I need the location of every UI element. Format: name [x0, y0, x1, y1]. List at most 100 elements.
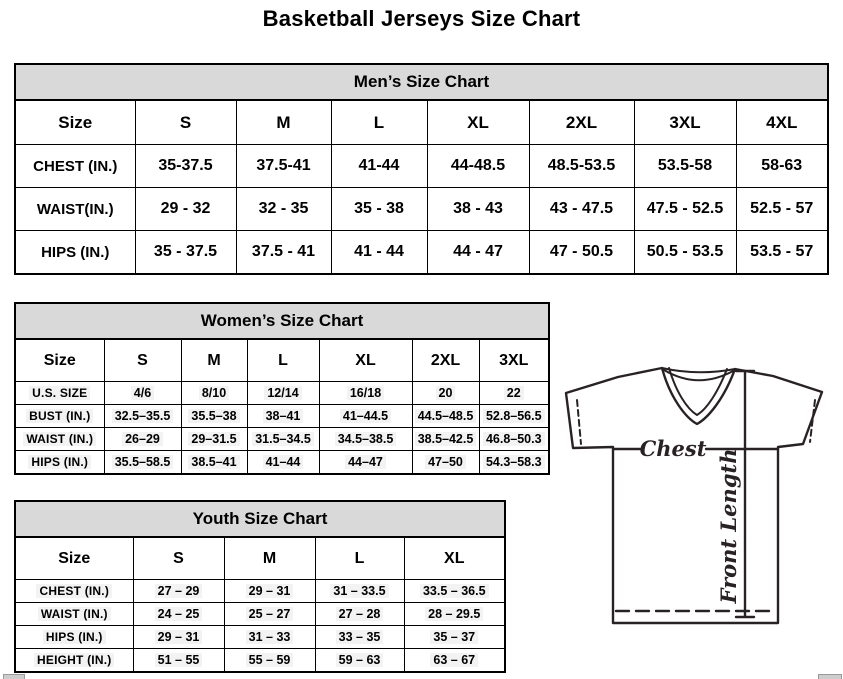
youth-value: 29 – 31: [154, 630, 203, 644]
womens-column-header-s: S: [103, 339, 182, 382]
womens-value-cell: 52.8–56.5: [478, 404, 548, 428]
mens-value-cell: 52.5 - 57: [735, 187, 827, 231]
womens-column-header-2xl: 2XL: [411, 339, 480, 382]
womens-value-cell: 44–47: [318, 450, 413, 473]
youth-value-cell: 28 – 29.5: [403, 602, 504, 626]
youth-column-header-xl: XL: [403, 537, 504, 580]
youth-value: 24 – 25: [154, 607, 203, 621]
youth-value: 33 – 35: [335, 630, 384, 644]
womens-value-cell: 26–29: [103, 427, 182, 451]
womens-value: 47–50: [425, 455, 466, 469]
mens-value: 47.5 - 52.5: [646, 200, 724, 217]
mens-value: 41 - 44: [354, 243, 404, 260]
mens-value: 35 - 37.5: [153, 243, 218, 260]
youth-value: 31 – 33.5: [330, 584, 389, 598]
youth-value: 27 – 28: [335, 607, 384, 621]
mens-value: 41-44: [358, 157, 400, 174]
womens-value-cell: 4/6: [103, 381, 182, 405]
collar-inner-v-line: [668, 367, 728, 416]
womens-value: 4/6: [130, 386, 155, 400]
mens-value-cell: 32 - 35: [235, 187, 332, 231]
mens-value: 38 - 43: [453, 200, 503, 217]
mens-row-label-cell: CHEST (IN.): [16, 144, 136, 188]
mens-value: 48.5-53.5: [547, 157, 616, 174]
mens-size-table: Size S M L XL 2XL 3XL 4XL CHEST (IN.) 35-37.5 37.5…: [16, 100, 827, 273]
mens-column-header-3xl: 3XL: [633, 100, 737, 145]
womens-value: 38.5–41: [188, 455, 240, 469]
mens-value-cell: 50.5 - 53.5: [633, 230, 737, 273]
womens-column-header-l: L: [246, 339, 320, 382]
womens-value-cell: 29–31.5: [180, 427, 248, 451]
womens-value-cell: 35.5–38: [180, 404, 248, 428]
front-length-measure-line: [734, 369, 756, 619]
mens-value: 35 - 38: [354, 200, 404, 217]
youth-value-cell: 29 – 31: [132, 625, 225, 649]
youth-table-row: HIPS (IN.) 29 – 31 31 – 33 33 – 35 35 – 37: [16, 625, 504, 649]
womens-value-cell: 54.3–58.3: [478, 450, 548, 473]
womens-value: 35.5–58.5: [111, 455, 174, 469]
youth-value-cell: 27 – 28: [314, 602, 405, 626]
mens-table-row: CHEST (IN.) 35-37.5 37.5-41 41-44 44-48.5 48.…: [16, 144, 827, 188]
mens-column-header-m: M: [235, 100, 332, 145]
mens-value-cell: 47 - 50.5: [528, 230, 635, 273]
youth-row-label: CHEST (IN.): [36, 584, 113, 598]
womens-value: 31.5–34.5: [252, 432, 314, 446]
womens-value: 8/10: [198, 386, 230, 400]
mens-table-row: HIPS (IN.) 35 - 37.5 37.5 - 41 41 - 44 44 - …: [16, 230, 827, 273]
womens-value-cell: 12/14: [246, 381, 320, 405]
youth-value-cell: 59 – 63: [314, 648, 405, 671]
womens-value-cell: 46.8–50.3: [478, 427, 548, 451]
womens-row-label-cell: BUST (IN.): [16, 404, 105, 428]
front-length-label: Front Length: [716, 449, 741, 605]
womens-row-label: BUST (IN.): [26, 409, 94, 423]
womens-size-chart: Women’s Size Chart Size S M L XL 2XL 3XL U.S. S…: [14, 302, 550, 475]
womens-table-row: WAIST (IN.) 26–29 29–31.5 31.5–34.5 34.5–38.…: [16, 427, 548, 451]
youth-size-chart: Youth Size Chart Size S M L XL CHEST (IN.) 27 …: [14, 500, 506, 673]
mens-value: 35-37.5: [158, 157, 213, 174]
womens-value-cell: 32.5–35.5: [103, 404, 182, 428]
right-sleeve-stitch-dashed-line: [809, 399, 816, 443]
womens-value: 35.5–38: [188, 409, 240, 423]
mens-value-cell: 53.5-58: [633, 144, 737, 188]
womens-value: 29–31.5: [188, 432, 240, 446]
left-sleeve-stitch-dashed-line: [576, 399, 582, 445]
youth-row-label-cell: CHEST (IN.): [16, 579, 134, 603]
page-title: Basketball Jerseys Size Chart: [262, 6, 581, 31]
mens-value-cell: 29 - 32: [134, 187, 237, 231]
youth-value-cell: 31 – 33: [223, 625, 316, 649]
youth-row-label-cell: WAIST (IN.): [16, 602, 134, 626]
womens-value: 16/18: [346, 386, 385, 400]
mens-value: 50.5 - 53.5: [646, 243, 724, 260]
mens-value-cell: 47.5 - 52.5: [633, 187, 737, 231]
youth-column-header-size: Size: [16, 537, 134, 580]
youth-value-cell: 24 – 25: [132, 602, 225, 626]
womens-value-cell: 38.5–41: [180, 450, 248, 473]
womens-value-cell: 35.5–58.5: [103, 450, 182, 473]
mens-value: 44 - 47: [453, 243, 503, 260]
mens-value-cell: 35-37.5: [134, 144, 237, 188]
jersey-measurement-diagram: Chest Front Length: [564, 366, 824, 625]
collar-back-arc-outer: [661, 367, 736, 374]
mens-row-label: HIPS (IN.): [41, 243, 110, 261]
scrollbar-fragment-left[interactable]: [3, 674, 25, 679]
mens-value: 44-48.5: [450, 157, 506, 174]
mens-value: 43 - 47.5: [549, 200, 614, 217]
womens-value-cell: 38.5–42.5: [411, 427, 480, 451]
scrollbar-fragment-right[interactable]: [818, 674, 842, 679]
youth-value: 59 – 63: [335, 653, 384, 667]
mens-value-cell: 44 - 47: [426, 230, 530, 273]
mens-value: 53.5-58: [657, 157, 713, 174]
youth-value-cell: 27 – 29: [132, 579, 225, 603]
womens-value: 38–41: [262, 409, 304, 423]
womens-size-table: Size S M L XL 2XL 3XL U.S. SIZE 4/6 8/10 12/14 16/1…: [16, 339, 548, 473]
youth-value-cell: 29 – 31: [223, 579, 316, 603]
womens-row-label: WAIST (IN.): [23, 432, 97, 446]
womens-value-cell: 8/10: [180, 381, 248, 405]
womens-value-cell: 41–44.5: [318, 404, 413, 428]
youth-row-label: HEIGHT (IN.): [34, 653, 115, 667]
womens-row-label: U.S. SIZE: [29, 386, 91, 400]
youth-column-header-s: S: [132, 537, 225, 580]
womens-value: 44–47: [345, 455, 386, 469]
mens-value-cell: 41-44: [330, 144, 428, 188]
mens-value-cell: 35 - 37.5: [134, 230, 237, 273]
